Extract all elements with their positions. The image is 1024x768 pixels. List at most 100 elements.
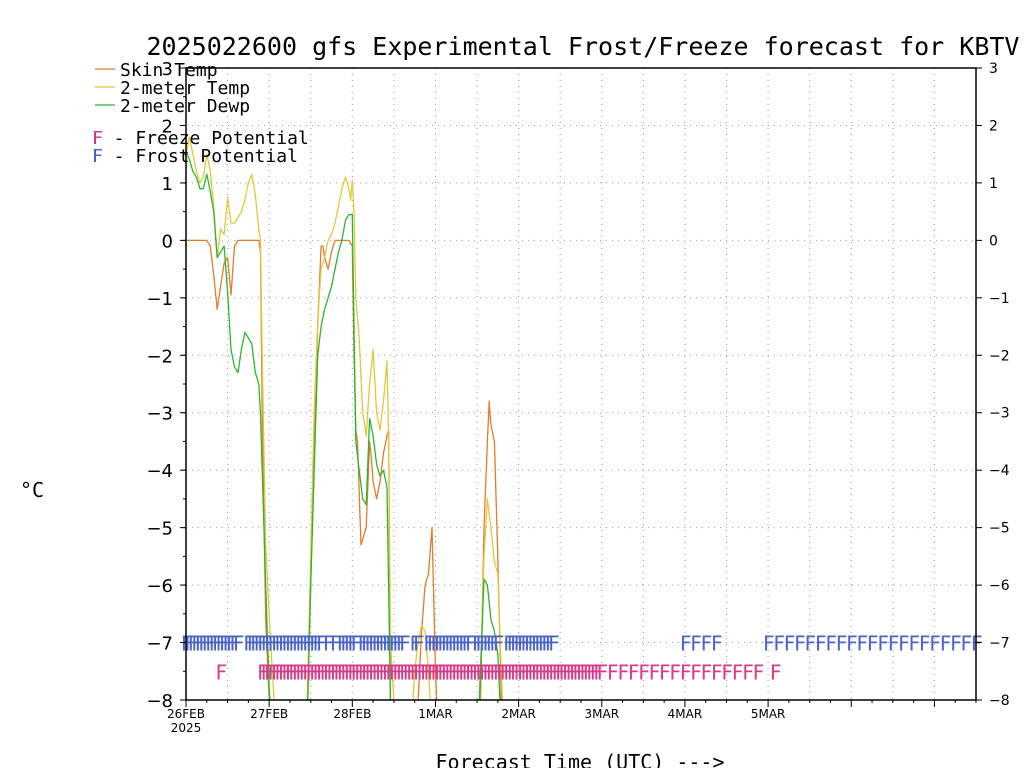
- frost-flag: F: [250, 632, 262, 656]
- frost-flag: F: [337, 632, 349, 656]
- frost-flag: F: [805, 632, 817, 656]
- frost-flag: F: [472, 632, 484, 656]
- freeze-flag: F: [437, 660, 449, 684]
- frost-flag: F: [541, 632, 553, 656]
- y-tick-label-right: 3: [989, 61, 998, 77]
- y-tick-label: −3: [146, 404, 173, 425]
- frost-flag: F: [181, 632, 193, 656]
- frost-flag: F: [295, 632, 307, 656]
- frost-flag: F: [198, 632, 210, 656]
- frost-flag: F: [919, 632, 931, 656]
- freeze-flag: F: [770, 660, 782, 684]
- freeze-flag: F: [493, 660, 505, 684]
- freeze-flag: F: [701, 660, 713, 684]
- x-tick-label: 3MAR: [585, 707, 620, 721]
- frost-flag: F: [191, 632, 203, 656]
- frost-flag: F: [493, 632, 505, 656]
- y-tick-label: 3: [162, 59, 173, 80]
- freeze-flag: F: [330, 660, 342, 684]
- y-tick-label: 2: [162, 116, 173, 137]
- y-tick-label: −5: [146, 519, 173, 540]
- freeze-flag: F: [268, 660, 280, 684]
- frost-flag: F: [424, 632, 436, 656]
- frost-flag: F: [268, 632, 280, 656]
- freeze-flag: F: [486, 660, 498, 684]
- frost-flag: F: [254, 632, 266, 656]
- frost-flag: F: [392, 632, 404, 656]
- freeze-flag: F: [275, 660, 287, 684]
- frost-flag: F: [281, 632, 293, 656]
- frost-flag: F: [261, 632, 273, 656]
- freeze-flag: F: [476, 660, 488, 684]
- y-tick-label: −4: [146, 461, 173, 482]
- y-tick-label: 1: [162, 174, 173, 195]
- freeze-flag: F: [753, 660, 765, 684]
- y-tick-label-right: −5: [989, 521, 1010, 537]
- freeze-flag: F: [406, 660, 418, 684]
- frost-flag: F: [216, 632, 228, 656]
- freeze-flag: F: [541, 660, 553, 684]
- freeze-flag: F: [434, 660, 446, 684]
- freeze-flag: F: [742, 660, 754, 684]
- x-tick-label: 4MAR: [668, 707, 703, 721]
- freeze-flag: F: [358, 660, 370, 684]
- freeze-flag: F: [517, 660, 529, 684]
- frost-flag: F: [205, 632, 217, 656]
- frost-flag: F: [489, 632, 501, 656]
- freeze-flag: F: [379, 660, 391, 684]
- frost-flag: F: [680, 632, 692, 656]
- frost-flag: F: [437, 632, 449, 656]
- frost-flag: F: [351, 632, 363, 656]
- frost-flag: F: [462, 632, 474, 656]
- frost-flag: F: [538, 632, 550, 656]
- frost-flag: F: [226, 632, 238, 656]
- freeze-flag: F: [372, 660, 384, 684]
- freeze-flag: F: [278, 660, 290, 684]
- freeze-flag: F: [514, 660, 526, 684]
- freeze-flag: F: [566, 660, 578, 684]
- freeze-flag: F: [538, 660, 550, 684]
- freeze-flag: F: [555, 660, 567, 684]
- frost-flag: F: [517, 632, 529, 656]
- frost-flag: F: [524, 632, 536, 656]
- freeze-flag: F: [313, 660, 325, 684]
- freeze-flag: F: [430, 660, 442, 684]
- freeze-flag: F: [424, 660, 436, 684]
- freeze-flag: F: [482, 660, 494, 684]
- y-tick-label-right: −3: [989, 406, 1010, 422]
- frost-flag: F: [877, 632, 889, 656]
- freeze-flag: F: [385, 660, 397, 684]
- freeze-flag: F: [711, 660, 723, 684]
- freeze-flag: F: [638, 660, 650, 684]
- frost-flag: F: [389, 632, 401, 656]
- freeze-flag: F: [382, 660, 394, 684]
- frost-flag: F: [340, 632, 352, 656]
- frost-flag: F: [929, 632, 941, 656]
- frost-flag: F: [292, 632, 304, 656]
- freeze-flag: F: [271, 660, 283, 684]
- frost-flag: F: [867, 632, 879, 656]
- frost-flag: F: [344, 632, 356, 656]
- freeze-flag: F: [257, 660, 269, 684]
- freeze-flag: F: [510, 660, 522, 684]
- freeze-flag: F: [586, 660, 598, 684]
- freeze-flag: F: [569, 660, 581, 684]
- freeze-flag: F: [534, 660, 546, 684]
- y-tick-label-right: −7: [989, 636, 1010, 652]
- freeze-flag: F: [496, 660, 508, 684]
- x-tick-label: 1MAR: [418, 707, 453, 721]
- frost-flag: F: [413, 632, 425, 656]
- freeze-flag: F: [427, 660, 439, 684]
- axis-ticks: −8 −8 −7 −7 −6 −6 −5 −5 −4 −4 −3 −3 −2 −2 −1 −1 0 0 1 1 2 2 3 3…: [146, 59, 1009, 735]
- freeze-flag: F: [576, 660, 588, 684]
- freeze-flag: F: [489, 660, 501, 684]
- freeze-flag: F: [281, 660, 293, 684]
- frost-flag: F: [711, 632, 723, 656]
- y-tick-label: −2: [146, 346, 173, 367]
- y-tick-label-right: −4: [989, 463, 1010, 479]
- frost-flag: F: [302, 632, 314, 656]
- frost-flag: F: [940, 632, 952, 656]
- y-tick-label-right: −1: [989, 291, 1010, 307]
- freeze-flag: F: [392, 660, 404, 684]
- frost-flag: F: [961, 632, 973, 656]
